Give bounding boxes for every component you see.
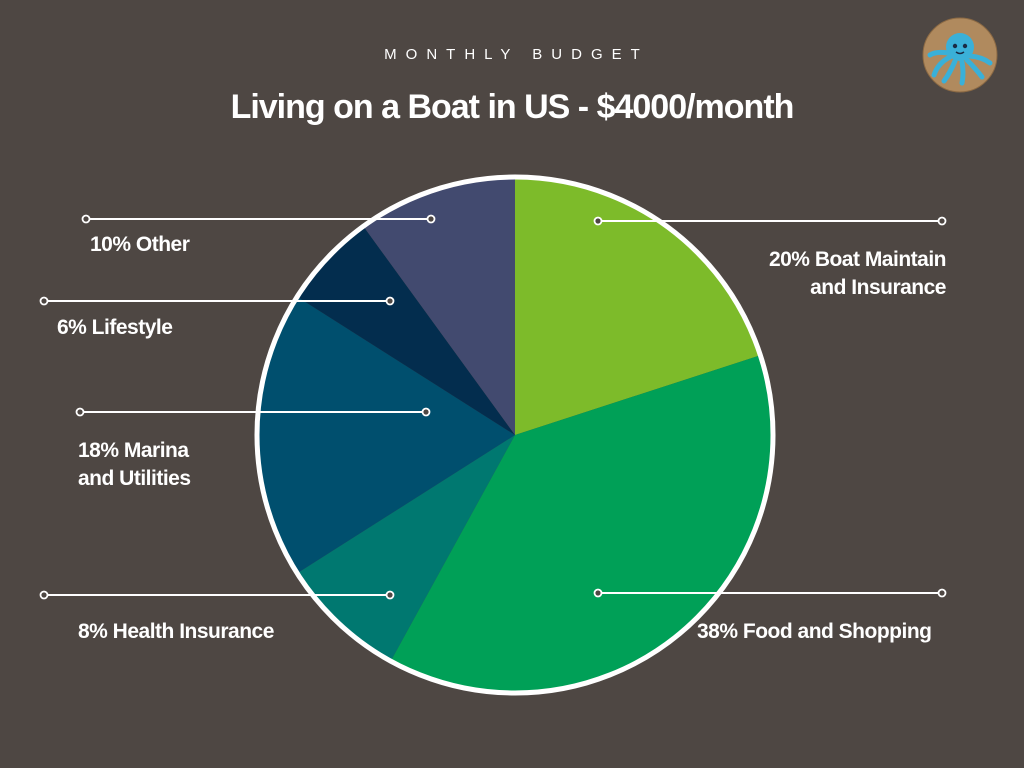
leader-dot: [937, 216, 947, 226]
pie-slice-other: [363, 177, 515, 435]
pie-outline: [254, 174, 776, 696]
leader-dot: [937, 588, 947, 598]
slice-label-boat-maintain: 20% Boat Maintain and Insurance: [768, 246, 947, 302]
slice-label-line: and Utilities: [78, 467, 191, 490]
leader-dot: [385, 590, 395, 600]
leader-dot: [593, 216, 603, 226]
leader-dot: [39, 296, 49, 306]
slice-label-line: 38% Food and Shopping: [697, 620, 932, 643]
leader-dot: [426, 214, 436, 224]
leader-dot: [385, 296, 395, 306]
leader-dot: [593, 588, 603, 598]
pie-slice-lifestyle: [297, 226, 515, 435]
leader-dot: [421, 407, 431, 417]
slice-label-health-insurance: 8% Health Insurance: [78, 618, 274, 646]
slice-label-line: and Insurance: [810, 276, 946, 299]
slice-label-line: 20% Boat Maintain: [768, 248, 947, 271]
pie-slice-food-shopping: [390, 355, 773, 693]
slice-label-line: 10% Other: [90, 233, 190, 256]
chart-title: Living on a Boat in US - $4000/month: [230, 88, 795, 126]
slice-label-marina-utilities: 18% Marina and Utilities: [78, 437, 191, 493]
slice-label-line: 6% Lifestyle: [57, 316, 173, 339]
slice-label-line: 18% Marina: [78, 439, 189, 462]
pie-slice-health-insurance: [297, 435, 515, 662]
leader-dot: [39, 590, 49, 600]
pie-slice-boat-maintain: [515, 177, 761, 435]
slice-label-line: 8% Health Insurance: [78, 620, 274, 643]
octopus-icon: [922, 17, 998, 93]
subtitle: MONTHLY BUDGET: [384, 46, 649, 63]
slice-label-food-shopping: 38% Food and Shopping: [697, 618, 932, 646]
pie-slice-marina-utilities: [256, 296, 515, 574]
slice-label-other: 10% Other: [90, 231, 190, 259]
leader-dot: [75, 407, 85, 417]
leader-dot: [81, 214, 91, 224]
slice-label-lifestyle: 6% Lifestyle: [57, 314, 173, 342]
